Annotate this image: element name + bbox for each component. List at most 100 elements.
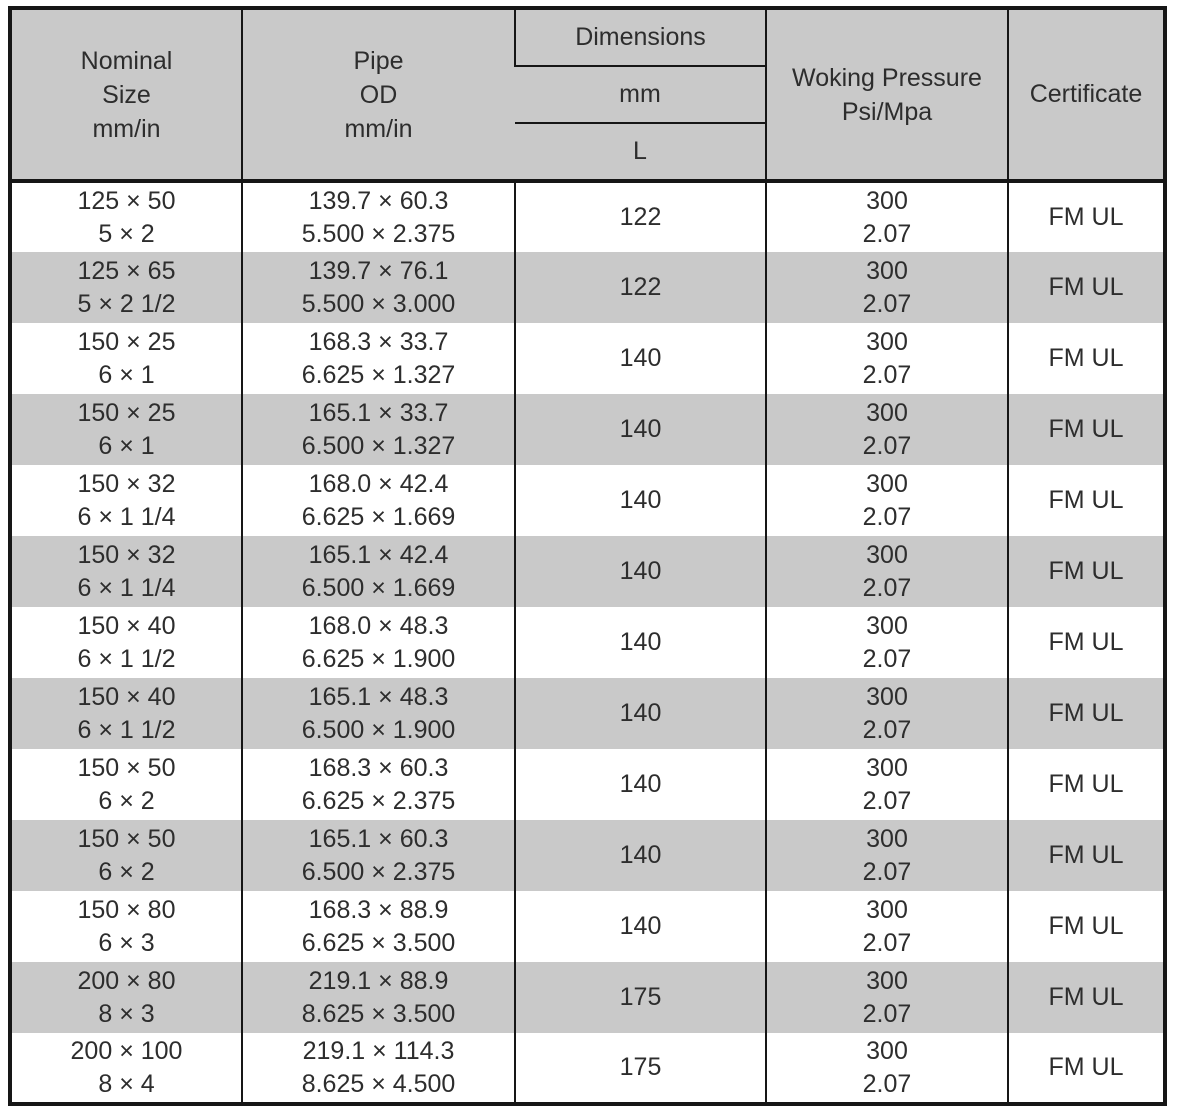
table-row: 150 × 80 6 × 3 168.3 × 88.9 6.625 × 3.50…	[10, 891, 1165, 962]
pipe-od-mm-value: 168.0 × 48.3	[308, 611, 449, 640]
header-working-pressure: Woking Pressure Psi/Mpa	[765, 8, 1008, 181]
certificate-value: FM UL	[1048, 841, 1124, 869]
pipe-od-mm-value: 139.7 × 60.3	[308, 186, 449, 215]
table-row: 150 × 50 6 × 2 165.1 × 60.3 6.500 × 2.37…	[10, 820, 1165, 891]
cell-pipe-od: 168.3 × 60.3 6.625 × 2.375	[241, 749, 515, 820]
certificate-value: FM UL	[1048, 1053, 1124, 1081]
cell-certificate: FM UL	[1007, 891, 1165, 962]
dimension-l-value: 140	[619, 770, 662, 798]
pipe-od-mm-value: 219.1 × 114.3	[302, 1036, 455, 1065]
header-certificate: Certificate	[1007, 8, 1165, 181]
cell-dimension-l: 175	[514, 962, 766, 1033]
nominal-size-mm-value: 150 × 25	[77, 398, 176, 427]
pipe-od-in-value: 5.500 × 2.375	[301, 219, 456, 248]
nominal-size-in-value: 6 × 1 1/2	[77, 644, 176, 673]
cell-certificate: FM UL	[1007, 394, 1165, 465]
pipe-od-mm-value: 168.3 × 88.9	[308, 895, 449, 924]
table-body: 125 × 50 5 × 2 139.7 × 60.3 5.500 × 2.37…	[10, 181, 1165, 1104]
cell-pipe-od: 165.1 × 48.3 6.500 × 1.900	[241, 678, 515, 749]
nominal-size-mm-value: 150 × 50	[77, 753, 176, 782]
cell-dimension-l: 140	[514, 891, 766, 962]
pressure-psi-value: 300	[866, 327, 908, 356]
nominal-size-in-value: 6 × 1	[98, 431, 155, 460]
cell-certificate: FM UL	[1007, 536, 1165, 607]
pressure-mpa-value: 2.07	[862, 999, 912, 1028]
certificate-value: FM UL	[1048, 770, 1124, 798]
cell-nominal-size: 150 × 25 6 × 1	[10, 394, 242, 465]
nominal-size-in-value: 6 × 1 1/4	[77, 502, 176, 531]
cell-pipe-od: 139.7 × 60.3 5.500 × 2.375	[241, 181, 515, 252]
cell-pipe-od: 165.1 × 42.4 6.500 × 1.669	[241, 536, 515, 607]
header-pressure-line1: Woking Pressure	[792, 63, 982, 92]
table-row: 200 × 100 8 × 4 219.1 × 114.3 8.625 × 4.…	[10, 1033, 1165, 1104]
cell-certificate: FM UL	[1007, 323, 1165, 394]
cell-certificate: FM UL	[1007, 678, 1165, 749]
cell-nominal-size: 125 × 50 5 × 2	[10, 181, 242, 252]
table-row: 150 × 25 6 × 1 165.1 × 33.7 6.500 × 1.32…	[10, 394, 1165, 465]
header-pipe-od-line3: mm/in	[344, 114, 413, 143]
pipe-od-mm-value: 168.3 × 60.3	[308, 753, 449, 782]
cell-pipe-od: 219.1 × 114.3 8.625 × 4.500	[241, 1033, 515, 1104]
cell-certificate: FM UL	[1007, 820, 1165, 891]
cell-nominal-size: 150 × 40 6 × 1 1/2	[10, 678, 242, 749]
cell-working-pressure: 300 2.07	[765, 536, 1008, 607]
cell-certificate: FM UL	[1007, 1033, 1165, 1104]
cell-nominal-size: 150 × 32 6 × 1 1/4	[10, 465, 242, 536]
nominal-size-mm-value: 150 × 32	[77, 540, 176, 569]
pressure-mpa-value: 2.07	[862, 219, 912, 248]
cell-pipe-od: 165.1 × 33.7 6.500 × 1.327	[241, 394, 515, 465]
nominal-size-in-value: 8 × 4	[98, 1069, 155, 1098]
pipe-spec-table: Nominal Size mm/in Pipe OD mm/in Dimensi…	[8, 6, 1167, 1106]
pressure-mpa-value: 2.07	[862, 1069, 912, 1098]
nominal-size-in-value: 6 × 1 1/2	[77, 715, 176, 744]
cell-dimension-l: 140	[514, 536, 766, 607]
nominal-size-mm-value: 125 × 65	[77, 256, 176, 285]
cell-nominal-size: 150 × 32 6 × 1 1/4	[10, 536, 242, 607]
cell-nominal-size: 150 × 50 6 × 2	[10, 749, 242, 820]
pressure-mpa-value: 2.07	[862, 786, 912, 815]
cell-pipe-od: 168.0 × 42.4 6.625 × 1.669	[241, 465, 515, 536]
cell-pipe-od: 168.3 × 88.9 6.625 × 3.500	[241, 891, 515, 962]
nominal-size-in-value: 6 × 3	[98, 928, 155, 957]
cell-certificate: FM UL	[1007, 962, 1165, 1033]
pipe-od-in-value: 6.500 × 1.669	[301, 573, 456, 602]
cell-dimension-l: 122	[514, 181, 766, 252]
cell-certificate: FM UL	[1007, 607, 1165, 678]
pipe-od-in-value: 5.500 × 3.000	[301, 289, 456, 318]
certificate-value: FM UL	[1048, 486, 1124, 514]
table-row: 150 × 32 6 × 1 1/4 165.1 × 42.4 6.500 × …	[10, 536, 1165, 607]
nominal-size-mm-value: 125 × 50	[77, 186, 176, 215]
table-row: 150 × 40 6 × 1 1/2 165.1 × 48.3 6.500 × …	[10, 678, 1165, 749]
dimension-l-value: 140	[619, 699, 662, 727]
pipe-od-mm-value: 168.0 × 42.4	[308, 469, 449, 498]
certificate-value: FM UL	[1048, 273, 1124, 301]
pipe-od-in-value: 6.625 × 1.327	[301, 360, 456, 389]
pipe-od-in-value: 6.625 × 1.900	[301, 644, 456, 673]
header-pipe-od-line1: Pipe	[353, 46, 404, 75]
pipe-od-in-value: 6.625 × 2.375	[301, 786, 456, 815]
header-pipe-od-line2: OD	[359, 80, 398, 109]
cell-certificate: FM UL	[1007, 181, 1165, 252]
pressure-mpa-value: 2.07	[862, 431, 912, 460]
cell-working-pressure: 300 2.07	[765, 181, 1008, 252]
header-row-2: mm	[10, 66, 1165, 124]
nominal-size-mm-value: 150 × 40	[77, 611, 176, 640]
cell-certificate: FM UL	[1007, 749, 1165, 820]
cell-working-pressure: 300 2.07	[765, 1033, 1008, 1104]
nominal-size-mm-value: 150 × 40	[77, 682, 176, 711]
cell-dimension-l: 140	[514, 394, 766, 465]
certificate-value: FM UL	[1048, 983, 1124, 1011]
pressure-mpa-value: 2.07	[862, 715, 912, 744]
pipe-od-mm-value: 165.1 × 33.7	[308, 398, 449, 427]
dimension-l-value: 122	[619, 203, 662, 231]
pipe-od-mm-value: 168.3 × 33.7	[308, 327, 449, 356]
cell-dimension-l: 122	[514, 252, 766, 323]
dimension-l-value: 122	[619, 273, 662, 301]
pipe-od-mm-value: 165.1 × 42.4	[308, 540, 449, 569]
pipe-od-mm-value: 219.1 × 88.9	[308, 966, 449, 995]
cell-working-pressure: 300 2.07	[765, 394, 1008, 465]
cell-pipe-od: 168.3 × 33.7 6.625 × 1.327	[241, 323, 515, 394]
cell-dimension-l: 140	[514, 749, 766, 820]
table-header: Nominal Size mm/in Pipe OD mm/in Dimensi…	[10, 8, 1165, 181]
header-dimensions-title: Dimensions	[514, 8, 766, 67]
